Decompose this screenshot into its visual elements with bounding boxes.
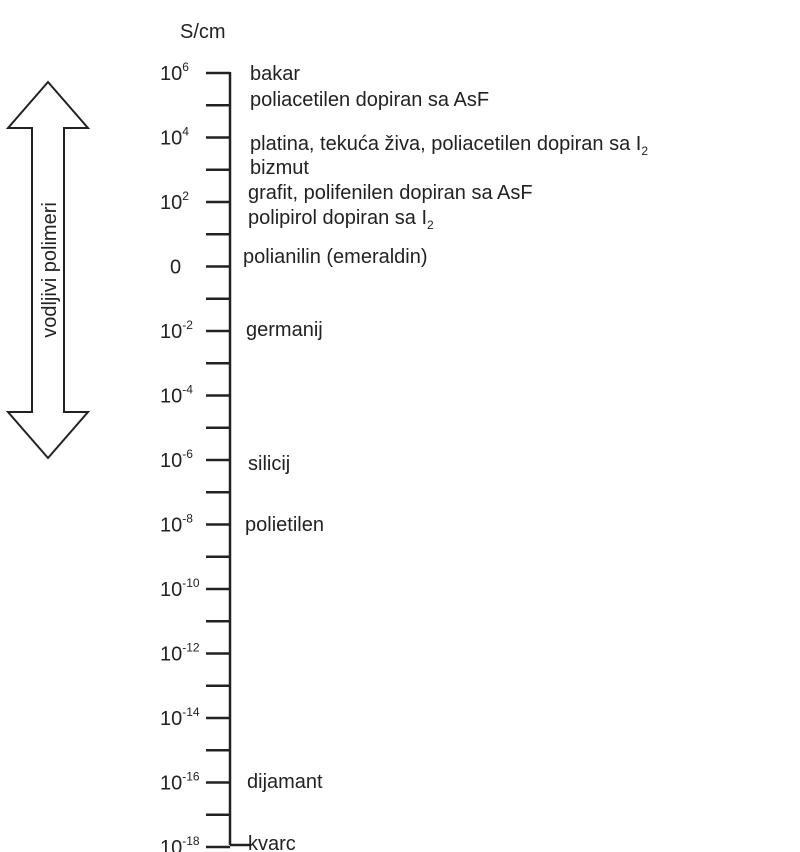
material-subscript: 2 — [427, 218, 434, 232]
tick-exponent: -2 — [182, 318, 193, 332]
tick-base: 10 — [160, 128, 182, 150]
tick-base: 10 — [160, 386, 182, 408]
material-label: germanij — [246, 319, 323, 341]
tick-base: 10 — [160, 515, 182, 537]
tick-exponent: -8 — [182, 512, 193, 526]
material-text: kvarc — [248, 833, 296, 852]
tick-exponent: 6 — [182, 60, 189, 74]
tick-label: 102 — [160, 189, 189, 214]
tick-exponent: -12 — [182, 641, 200, 655]
tick-label: 10-10 — [160, 576, 200, 601]
tick-label: 10-12 — [160, 641, 200, 666]
tick-base: 10 — [160, 837, 182, 852]
double-arrow — [5, 80, 91, 460]
material-text: dijamant — [247, 771, 323, 793]
material-text: poliacetilen dopiran sa AsF — [250, 89, 489, 111]
tick-label: 106 — [160, 60, 189, 85]
tick-label: 10-2 — [160, 318, 193, 343]
tick-exponent: -14 — [182, 705, 200, 719]
material-label: bakar — [250, 63, 300, 85]
material-text: silicij — [248, 453, 290, 475]
tick-base: 10 — [160, 773, 182, 795]
tick-base: 10 — [160, 708, 182, 730]
material-text: bakar — [250, 63, 300, 85]
tick-label: 10-4 — [160, 383, 193, 408]
tick-label: 0 — [170, 257, 181, 279]
tick-label: 10-16 — [160, 770, 200, 795]
material-label: poliacetilen dopiran sa AsF — [250, 89, 489, 111]
tick-exponent: -10 — [182, 576, 200, 590]
material-label: polietilen — [245, 514, 324, 536]
material-label: dijamant — [247, 771, 323, 793]
tick-base: 10 — [160, 192, 182, 214]
tick-base: 10 — [160, 579, 182, 601]
material-label: platina, tekuća živa, poliacetilen dopir… — [250, 133, 648, 158]
tick-label: 104 — [160, 125, 189, 150]
tick-exponent: -4 — [182, 383, 193, 397]
material-subscript: 2 — [641, 144, 648, 158]
material-text: bizmut — [250, 157, 309, 179]
material-text: germanij — [246, 319, 323, 341]
tick-exponent: 2 — [182, 189, 189, 203]
tick-exponent: -16 — [182, 770, 200, 784]
material-label: grafit, polifenilen dopiran sa AsF — [248, 182, 533, 204]
material-text: grafit, polifenilen dopiran sa AsF — [248, 182, 533, 204]
tick-base: 0 — [170, 257, 181, 279]
tick-base: 10 — [160, 321, 182, 343]
tick-base: 10 — [160, 644, 182, 666]
material-label: polipirol dopiran sa I2 — [248, 207, 434, 232]
unit-label: S/cm — [180, 21, 226, 43]
material-text: polianilin (emeraldin) — [243, 246, 428, 268]
tick-exponent: -6 — [182, 447, 193, 461]
material-label: bizmut — [250, 157, 309, 179]
material-text: platina, tekuća živa, poliacetilen dopir… — [250, 133, 641, 155]
material-label: kvarc — [248, 833, 296, 852]
material-label: polianilin (emeraldin) — [243, 246, 428, 268]
tick-base: 10 — [160, 450, 182, 472]
material-label: silicij — [248, 453, 290, 475]
arrow-label: vodljivi polimeri — [39, 202, 61, 338]
tick-label: 10-8 — [160, 512, 193, 537]
material-text: polietilen — [245, 514, 324, 536]
tick-base: 10 — [160, 63, 182, 85]
tick-exponent: -18 — [182, 834, 200, 848]
tick-exponent: 4 — [182, 125, 189, 139]
material-text: polipirol dopiran sa I — [248, 207, 427, 229]
tick-label: 10-6 — [160, 447, 193, 472]
tick-label: 10-14 — [160, 705, 200, 730]
tick-label: 10-18 — [160, 834, 200, 852]
